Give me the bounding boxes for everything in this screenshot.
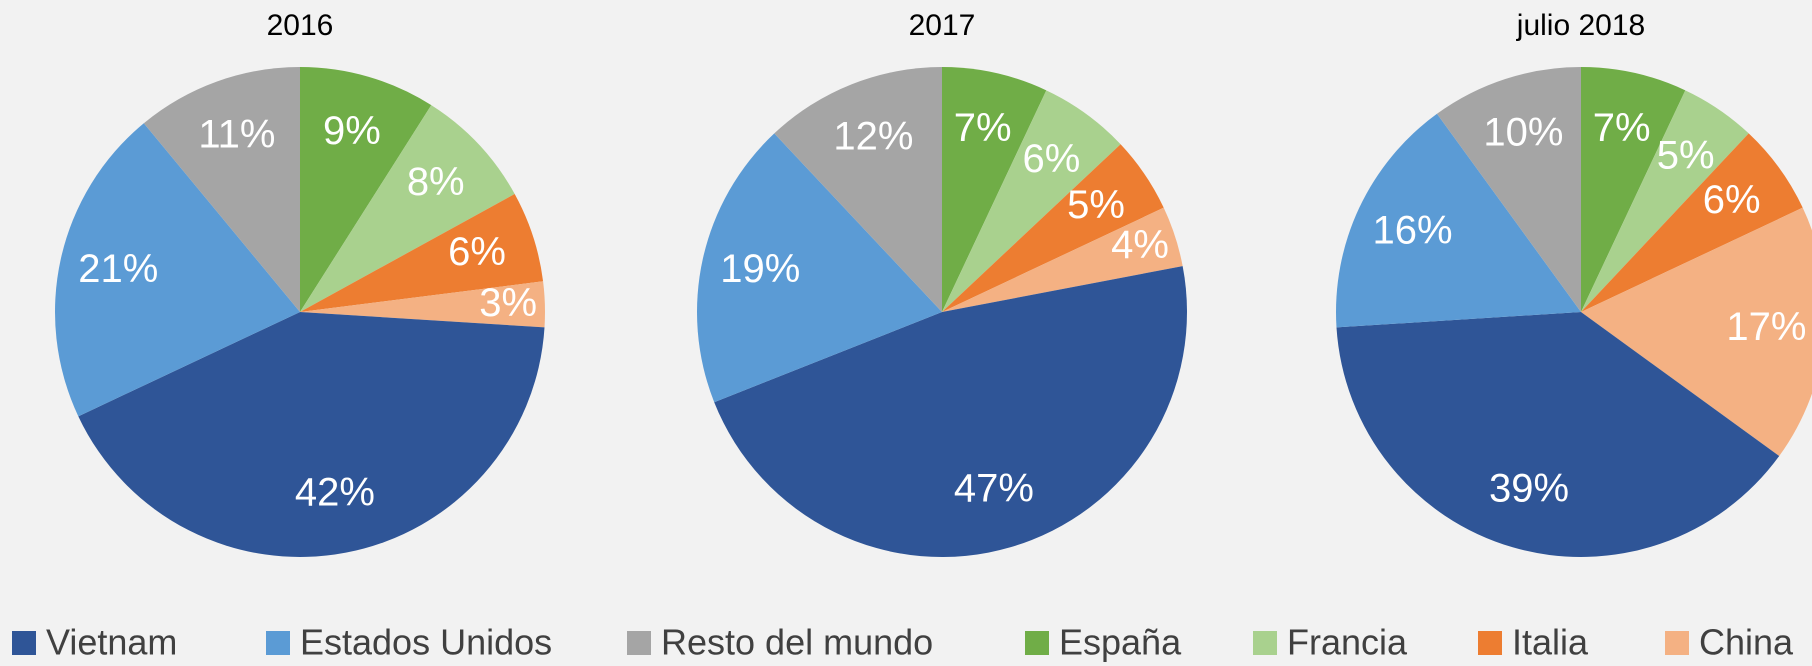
data-label: 42% [295,470,375,514]
pie-title: julio 2018 [1516,9,1645,42]
data-label: 16% [1372,208,1452,252]
legend-swatch [266,631,290,655]
pie-slice: Vietnam [1336,312,1780,557]
data-label: 6% [1023,137,1081,181]
data-label: 6% [1703,178,1761,222]
legend-label: Francia [1287,622,1408,663]
data-label: 19% [720,247,800,291]
legend-label: Italia [1512,622,1589,663]
data-label: 12% [833,114,913,158]
pie-slice: Francia [300,105,515,313]
legend-label: Resto del mundo [661,622,933,663]
pie-title: 2017 [909,9,976,42]
legend-label: España [1059,622,1182,663]
pie-slice: España [942,67,1047,312]
pie-slice: Estados Unidos [1335,113,1581,328]
data-label: 6% [448,230,506,274]
pie-slice: Resto del mundo [774,67,942,312]
pie-slice: Italia [1581,133,1803,312]
data-label: 47% [954,466,1034,510]
pie-slice: España [1581,67,1686,312]
data-label: 3% [479,281,537,325]
data-label: 21% [78,247,158,291]
pie-slice: Estados Unidos [696,133,942,403]
legend-label: China [1699,622,1794,663]
data-label: 11% [198,112,275,156]
pie-slice: Resto del mundo [1436,67,1581,312]
pie-slice: España [300,67,432,312]
pie-slice: China [1581,207,1812,457]
data-label: 5% [1067,183,1125,227]
data-label: 4% [1111,223,1169,267]
legend-swatch [12,631,36,655]
pie-slice: China [300,281,545,328]
legend-swatch [1025,631,1049,655]
legend-swatch [627,631,651,655]
data-label: 17% [1726,305,1806,349]
pie-slice: Italia [942,144,1164,312]
data-label: 7% [1593,106,1651,150]
pie-title: 2016 [267,9,334,42]
pie-slice: Vietnam [714,266,1188,558]
legend-swatch [1253,631,1277,655]
pie-slice: Italia [300,193,544,312]
data-label: 9% [323,109,381,153]
pie-slice: Francia [942,90,1121,312]
pie-slice: Resto del mundo [143,67,300,312]
data-label: 10% [1483,110,1563,154]
legend-swatch [1478,631,1502,655]
data-label: 5% [1657,134,1715,178]
data-label: 39% [1489,466,1569,510]
pie-slice: Francia [1581,90,1749,312]
pie-slice: Estados Unidos [55,123,300,417]
pie-slice: China [942,207,1183,312]
pie-slice: Vietnam [78,312,545,557]
data-label: 8% [407,160,465,204]
legend-swatch [1665,631,1689,655]
legend-label: Estados Unidos [300,622,552,663]
data-label: 7% [954,106,1012,150]
legend-label: Vietnam [46,622,177,663]
